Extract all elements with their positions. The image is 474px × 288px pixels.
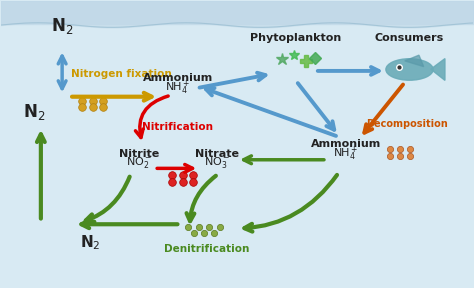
Polygon shape [431, 58, 445, 80]
Text: Consumers: Consumers [375, 33, 444, 43]
Text: Nitrogen fixation: Nitrogen fixation [71, 69, 172, 79]
Text: Nitrification: Nitrification [142, 122, 213, 132]
Text: Nitrite: Nitrite [119, 149, 159, 159]
Text: Denitrification: Denitrification [164, 244, 249, 254]
Text: Ammonium: Ammonium [310, 139, 381, 149]
Polygon shape [405, 55, 424, 67]
Text: Nitrate: Nitrate [195, 149, 239, 159]
Text: N$_2$: N$_2$ [80, 234, 101, 252]
Text: NO$_2^-$: NO$_2^-$ [126, 155, 152, 170]
Text: N$_2$: N$_2$ [51, 16, 73, 37]
Text: NO$_3^-$: NO$_3^-$ [204, 155, 230, 170]
Text: Phytoplankton: Phytoplankton [250, 33, 342, 43]
Text: N$_2$: N$_2$ [23, 103, 45, 122]
Text: NH$_4^+$: NH$_4^+$ [165, 79, 191, 97]
Ellipse shape [386, 59, 433, 80]
Text: NH$_4^+$: NH$_4^+$ [333, 145, 358, 163]
Text: Ammonium: Ammonium [143, 73, 213, 83]
Text: Decomposition: Decomposition [366, 119, 448, 129]
